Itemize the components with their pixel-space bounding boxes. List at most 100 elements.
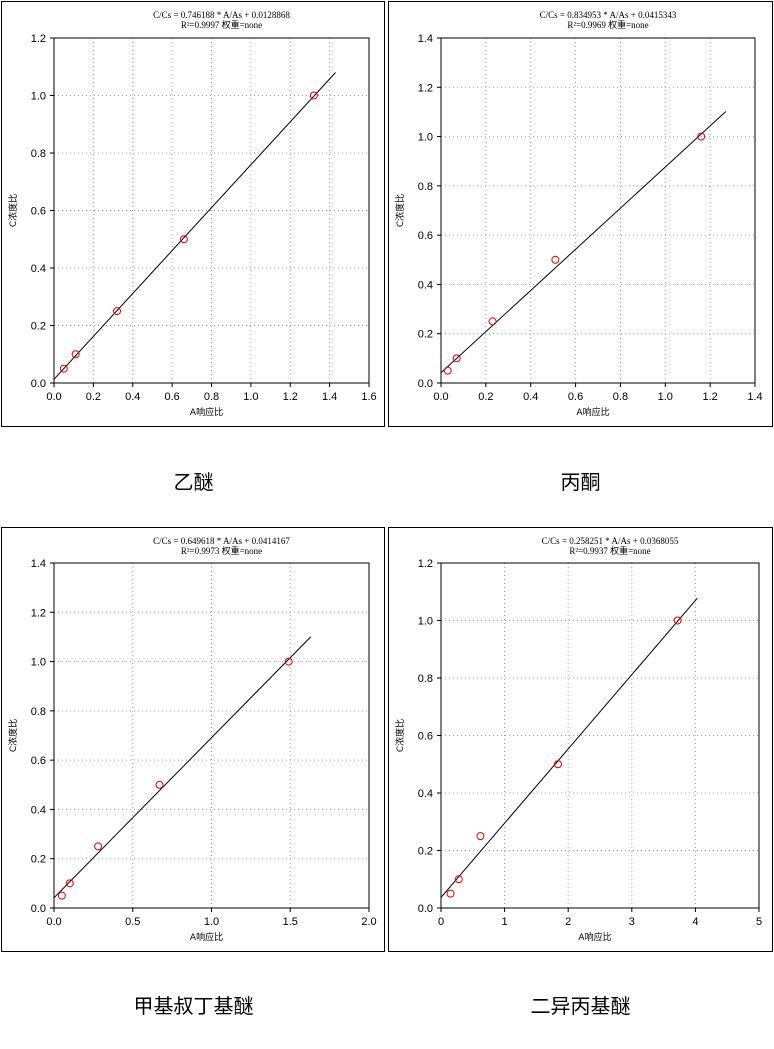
regression-line [440, 597, 698, 898]
x-tick-label: 0.2 [86, 391, 101, 403]
x-tick-label: 0.4 [125, 391, 140, 403]
data-point [452, 354, 461, 363]
fit-stats: R²=0.9997 权重=none [181, 19, 262, 30]
data-point [71, 350, 80, 359]
y-tick-label: 0.0 [31, 378, 46, 390]
calibration-chart-3: C/Cs = 0.649618 * A/As + 0.0414167 R²=0.9… [1, 527, 385, 952]
x-tick-label: 2 [565, 916, 571, 928]
x-axis-label: A响应比 [190, 931, 223, 943]
y-tick-label: 1.0 [418, 616, 433, 628]
fit-stats: R²=0.9973 权重=none [181, 545, 262, 556]
x-tick-label: 2.0 [361, 916, 376, 928]
x-tick-label: 0 [438, 916, 444, 928]
data-point [673, 616, 682, 625]
x-tick-label: 0.8 [204, 391, 219, 403]
y-tick-label: 0.2 [418, 329, 433, 341]
y-tick-label: 0.2 [31, 321, 46, 333]
chart-svg: C/Cs = 0.834953 * A/As + 0.0415343R²=0.9… [394, 10, 763, 418]
x-tick-label: 1.2 [702, 391, 717, 403]
data-point [554, 760, 563, 769]
x-axis-label: A响应比 [576, 406, 609, 418]
regression-line [440, 111, 727, 374]
y-tick-label: 0.4 [418, 279, 433, 291]
y-tick-label: 0.8 [31, 706, 46, 718]
data-point [179, 235, 188, 244]
y-tick-label: 1.2 [418, 558, 433, 570]
x-tick-label: 3 [629, 916, 635, 928]
y-tick-label: 1.4 [31, 558, 46, 570]
x-tick-label: 0.8 [613, 391, 628, 403]
y-tick-label: 0.8 [418, 181, 433, 193]
y-axis-label: C浓度比 [394, 719, 406, 752]
x-tick-label: 1.6 [361, 391, 376, 403]
y-tick-label: 1.0 [418, 132, 433, 144]
data-point [454, 875, 463, 884]
x-tick-label: 1.2 [283, 391, 298, 403]
y-axis-label: C浓度比 [7, 719, 19, 752]
y-tick-label: 0.2 [418, 846, 433, 858]
chart-caption-4: 二异丙基醚 [530, 994, 631, 1018]
y-tick-label: 0.6 [31, 206, 46, 218]
fit-equation: C/Cs = 0.746188 * A/As + 0.0128868 [153, 10, 290, 20]
data-point [284, 657, 293, 666]
y-axis-label: C浓度比 [7, 194, 19, 227]
plot-frame [440, 562, 760, 909]
fit-equation: C/Cs = 0.258251 * A/As + 0.0368055 [542, 536, 679, 546]
calibration-chart-2: C/Cs = 0.834953 * A/As + 0.0415343 R²=0.9… [388, 1, 773, 427]
y-axis-label: C浓度比 [394, 194, 406, 227]
data-point [446, 889, 455, 898]
y-tick-label: 1.2 [31, 607, 46, 619]
y-tick-label: 0.4 [31, 804, 46, 816]
fit-equation: C/Cs = 0.834953 * A/As + 0.0415343 [540, 10, 677, 20]
y-tick-label: 1.2 [31, 33, 46, 45]
y-tick-label: 0.6 [418, 731, 433, 743]
x-tick-label: 1.4 [322, 391, 337, 403]
y-tick-label: 0.4 [31, 263, 46, 275]
y-tick-label: 0.0 [418, 903, 433, 915]
data-point [57, 891, 66, 900]
x-tick-label: 1.0 [204, 916, 219, 928]
fit-stats: R²=0.9937 权重=none [569, 545, 650, 556]
y-tick-label: 0.8 [31, 148, 46, 160]
chart-caption-3: 甲基叔丁基醚 [133, 994, 254, 1018]
fit-equation: C/Cs = 0.649618 * A/As + 0.0414167 [153, 536, 290, 546]
plot-frame [440, 37, 756, 384]
y-tick-label: 0.6 [418, 230, 433, 242]
data-point [65, 879, 74, 888]
regression-line [53, 72, 336, 380]
fit-stats: R²=0.9969 权重=none [567, 19, 648, 30]
x-tick-label: 0.2 [478, 391, 493, 403]
chart-caption-1: 乙醚 [173, 470, 214, 494]
data-point [155, 780, 164, 789]
x-tick-label: 0.0 [433, 391, 448, 403]
y-tick-label: 1.2 [418, 82, 433, 94]
chart-svg: C/Cs = 0.649618 * A/As + 0.0414167R²=0.9… [7, 536, 377, 943]
calibration-chart-1: C/Cs = 0.746188 * A/As + 0.0128868 R²=0.9… [1, 1, 385, 427]
x-tick-label: 5 [756, 916, 762, 928]
data-point [94, 842, 103, 851]
data-point [59, 364, 68, 373]
x-tick-label: 4 [692, 916, 698, 928]
x-axis-label: A响应比 [578, 931, 611, 943]
y-tick-label: 1.4 [418, 33, 433, 45]
data-point [697, 132, 706, 141]
data-point [488, 317, 497, 326]
regression-line [53, 636, 312, 899]
y-tick-label: 0.0 [31, 903, 46, 915]
y-tick-label: 1.0 [31, 657, 46, 669]
y-tick-label: 1.0 [31, 91, 46, 103]
data-point [113, 307, 121, 316]
x-axis-label: A响应比 [190, 406, 223, 418]
y-tick-label: 0.6 [31, 755, 46, 767]
y-tick-label: 0.0 [418, 378, 433, 390]
x-tick-label: 0.6 [164, 391, 179, 403]
x-tick-label: 0.0 [46, 916, 61, 928]
x-tick-label: 1.0 [243, 391, 258, 403]
data-point [443, 366, 452, 375]
x-tick-label: 0.5 [125, 916, 140, 928]
chart-caption-2: 丙酮 [560, 470, 601, 494]
data-point [309, 91, 318, 100]
data-point [476, 832, 485, 841]
y-tick-label: 0.2 [31, 854, 46, 866]
chart-svg: C/Cs = 0.746188 * A/As + 0.0128868R²=0.9… [7, 10, 377, 418]
